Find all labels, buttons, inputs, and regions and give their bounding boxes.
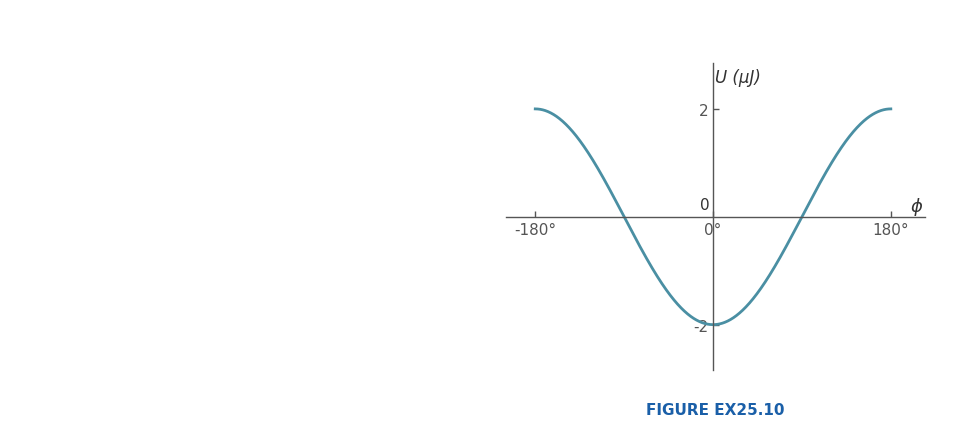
Text: FIGURE EX25.10: FIGURE EX25.10 xyxy=(645,403,784,417)
Text: ϕ: ϕ xyxy=(909,197,922,215)
Text: U (μJ): U (μJ) xyxy=(714,69,760,86)
Text: 0: 0 xyxy=(700,198,709,213)
